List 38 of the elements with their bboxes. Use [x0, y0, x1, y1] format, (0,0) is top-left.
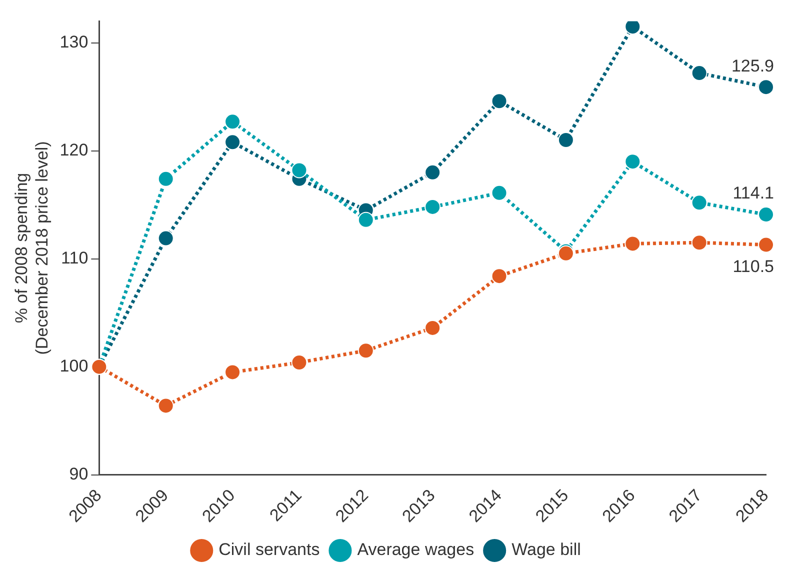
y-axis-title: % of 2008 spending (December 2018 price level) — [12, 141, 52, 355]
data-label: 114.1 — [732, 184, 774, 203]
point — [491, 93, 508, 110]
point — [624, 21, 641, 35]
point — [691, 194, 708, 211]
point — [691, 234, 708, 251]
legend-label: Civil servants — [218, 540, 320, 560]
y-tick-label: 100 — [60, 356, 88, 376]
y-tick-label: 110 — [61, 248, 88, 268]
point — [491, 268, 508, 284]
point — [291, 354, 308, 371]
point — [758, 206, 774, 223]
legend-label: Average wages — [357, 540, 474, 560]
point — [291, 162, 308, 178]
y-tick-label: 130 — [60, 32, 88, 52]
point — [558, 132, 574, 148]
point — [224, 364, 241, 380]
point — [424, 164, 441, 180]
legend-label: Wage bill — [512, 540, 581, 560]
point — [358, 342, 374, 359]
point — [691, 65, 708, 82]
point — [224, 134, 241, 150]
point — [624, 236, 641, 252]
point — [624, 154, 641, 170]
point — [158, 230, 174, 246]
point — [424, 320, 441, 336]
y-tick-label: 120 — [60, 140, 88, 160]
point — [424, 198, 441, 215]
y-tick-label: 90 — [69, 464, 88, 484]
point — [224, 114, 241, 130]
point — [491, 184, 508, 201]
data-label: 125.9 — [731, 56, 774, 76]
point — [158, 398, 174, 414]
point — [158, 170, 174, 187]
annotation: 110.5 — [732, 256, 774, 276]
point — [758, 236, 774, 253]
point — [358, 212, 374, 228]
point — [758, 79, 774, 96]
